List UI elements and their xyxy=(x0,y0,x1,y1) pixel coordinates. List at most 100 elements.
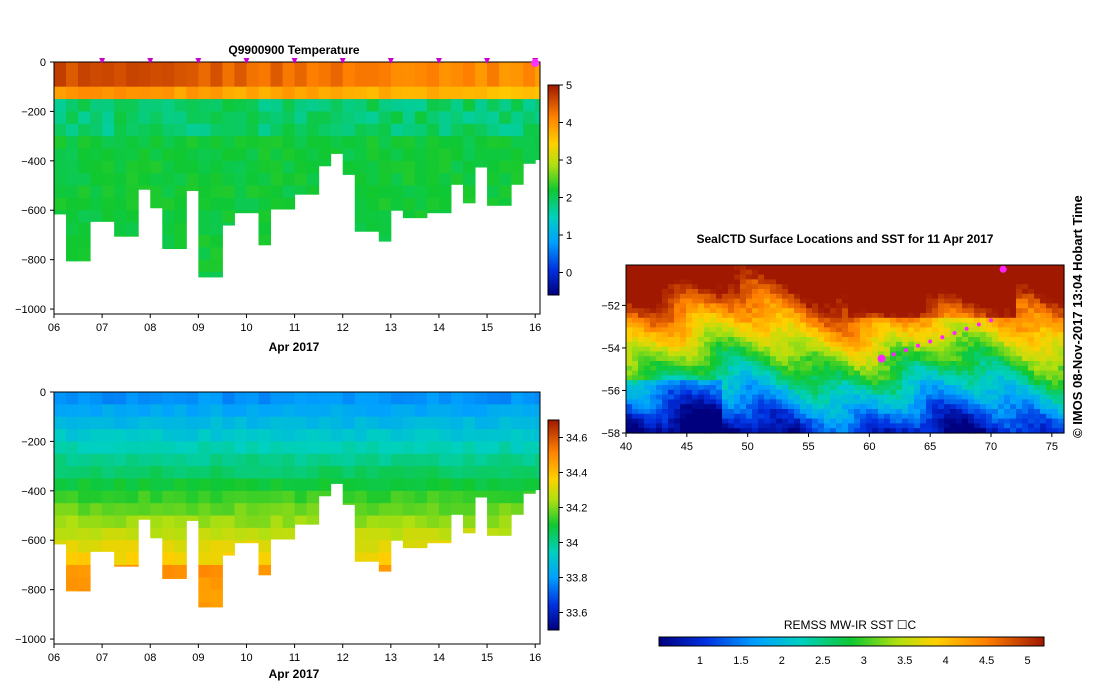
temperature-cell xyxy=(138,185,151,190)
sst-cell xyxy=(752,332,759,338)
sst-cell xyxy=(902,308,909,314)
sst-cell xyxy=(878,322,885,328)
sst-cell xyxy=(950,399,957,405)
sst-cell xyxy=(842,399,849,405)
sst-cell xyxy=(848,399,855,405)
sst-cell xyxy=(776,327,783,333)
sst-cell xyxy=(818,327,825,333)
salinity-cell xyxy=(414,392,428,405)
sst-cell xyxy=(836,413,843,420)
sst-cell xyxy=(806,308,813,314)
sst-cell xyxy=(674,284,681,290)
sst-cell xyxy=(836,365,843,372)
sst-cell xyxy=(794,298,801,304)
sst-cell xyxy=(992,274,999,280)
salinity-cell xyxy=(294,392,308,405)
temperature-cell xyxy=(306,86,320,100)
sst-cell xyxy=(986,293,993,300)
salinity-cell xyxy=(535,478,541,491)
sst-cell xyxy=(794,265,801,271)
sst-cell xyxy=(770,385,777,391)
sst-cell xyxy=(992,413,999,420)
sst-cell xyxy=(848,404,855,410)
salinity-cell xyxy=(426,490,440,504)
sst-cell xyxy=(1034,341,1041,348)
sst-cell xyxy=(734,380,741,386)
sst-cell xyxy=(680,327,687,333)
sst-cell xyxy=(1052,313,1059,319)
temperature-cell xyxy=(174,123,187,137)
sst-cell xyxy=(782,308,789,314)
salinity-cell xyxy=(402,527,416,541)
salinity-cell xyxy=(402,466,416,479)
sst-cell xyxy=(854,279,861,285)
sst-cell xyxy=(740,269,747,276)
sst-cell xyxy=(872,293,879,300)
sst-cell xyxy=(746,293,753,300)
sst-cell xyxy=(722,284,729,290)
salinity-cell xyxy=(306,478,320,492)
sst-cell xyxy=(1004,423,1011,429)
salinity-cell xyxy=(523,416,536,430)
sst-cell xyxy=(932,404,939,410)
salinity-cell xyxy=(402,478,416,492)
sst-cell xyxy=(668,361,675,367)
temperature-cell xyxy=(234,62,247,75)
sst-cell xyxy=(704,404,711,410)
sst-cell xyxy=(950,327,957,333)
sst-cell xyxy=(638,380,645,386)
salinity-cell xyxy=(66,527,79,541)
sst-cell xyxy=(800,380,807,386)
salinity-cell xyxy=(463,466,476,479)
sst-cell xyxy=(812,293,819,300)
sst-cell xyxy=(878,370,885,376)
sst-cell xyxy=(890,327,897,333)
sst-cell xyxy=(764,389,771,396)
temperature-cell xyxy=(54,185,67,199)
sst-cell xyxy=(1016,389,1023,396)
sst-cell xyxy=(818,399,825,405)
sst-cell xyxy=(656,298,663,304)
sst-cell xyxy=(632,375,639,381)
sst-cell xyxy=(902,428,909,434)
sst-cell xyxy=(1052,279,1059,285)
sst-cell xyxy=(728,404,735,410)
sst-cell xyxy=(698,289,705,295)
sst-cell xyxy=(950,361,957,367)
sst-cell xyxy=(1052,423,1059,429)
sst-cell xyxy=(1022,361,1029,367)
temperature-cell xyxy=(198,148,211,162)
sst-cell xyxy=(824,351,831,357)
sst-cell xyxy=(1028,413,1035,420)
sst-cell xyxy=(1016,370,1023,376)
sst-cell xyxy=(656,303,663,309)
sst-cell xyxy=(674,423,681,429)
sst-cell xyxy=(674,375,681,381)
sst-cell xyxy=(842,341,849,348)
lon-tick-label: 65 xyxy=(924,441,936,453)
salinity-cell xyxy=(330,416,344,430)
sst-cell xyxy=(1028,380,1035,386)
sst-cell xyxy=(752,356,759,362)
sst-cell xyxy=(962,274,969,280)
salinity-cell xyxy=(150,515,163,529)
sst-cell xyxy=(716,409,723,415)
sst-cell xyxy=(800,423,807,429)
sst-cell xyxy=(758,375,765,381)
sst-cell xyxy=(734,337,741,343)
sst-cell xyxy=(902,298,909,304)
temperature-cell xyxy=(414,173,428,187)
sst-cell xyxy=(626,346,633,352)
salinity-cell xyxy=(270,441,284,455)
salinity-cell xyxy=(222,515,235,529)
sst-cell xyxy=(920,375,927,381)
sst-cell xyxy=(914,308,921,314)
sst-cell xyxy=(758,428,765,434)
sst-cell xyxy=(956,370,963,376)
sst-cell xyxy=(740,303,747,309)
sst-cell xyxy=(770,327,777,333)
temperature-cell xyxy=(463,86,476,100)
sst-cell xyxy=(938,413,945,420)
sst-cell xyxy=(860,351,867,357)
